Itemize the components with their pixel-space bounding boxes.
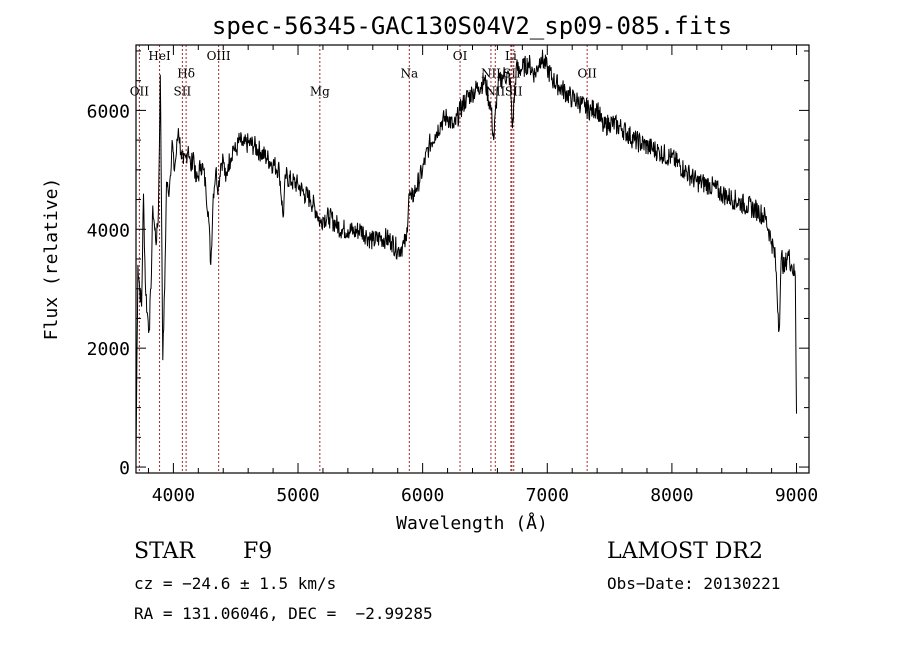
x-axis-ticks: 4000 5000 6000 7000 8000 9000 [147, 45, 818, 506]
line-label-7: OI [453, 49, 468, 63]
line-label-1: HeI [148, 49, 171, 63]
y-axis-label: Flux (relative) [41, 178, 62, 341]
x-tick-label: 8000 [650, 485, 693, 506]
x-tick-label: 4000 [152, 485, 195, 506]
line-label-5: Mg [310, 85, 330, 99]
y-tick-label: 6000 [87, 101, 130, 122]
line-label-0: OII [130, 85, 150, 99]
spectrum-line [135, 49, 797, 456]
x-tick-label: 7000 [526, 485, 569, 506]
chart-title: spec-56345-GAC130S04V2_sp09-085.fits [212, 12, 732, 40]
line-label-13: OII [577, 67, 597, 81]
x-tick-label: 6000 [401, 485, 444, 506]
x-tick-label: 9000 [775, 485, 818, 506]
redshift-text: cz = −24.6 ± 1.5 km/s [134, 574, 337, 593]
coordinates-text: RA = 131.06046, DEC = −2.99285 [134, 604, 433, 623]
x-axis-label: Wavelength (Å) [396, 512, 548, 534]
plot-frame [135, 44, 810, 474]
obs-date-text: Obs−Date: 20130221 [607, 574, 781, 593]
x-tick-label: 5000 [276, 485, 319, 506]
line-label-12: Li [505, 49, 517, 63]
object-class: STAR [134, 539, 195, 564]
line-label-6: Na [400, 67, 418, 81]
line-label-4: OIII [207, 49, 231, 63]
y-axis-ticks: 0 2000 4000 6000 [87, 50, 809, 479]
line-label-3: SII [174, 85, 192, 99]
line-label-11: SII [505, 85, 523, 99]
object-subclass: F9 [243, 539, 273, 564]
line-label-8: NII [481, 67, 501, 81]
survey-name: LAMOST DR2 [607, 539, 763, 564]
spectrum-series [135, 49, 797, 456]
y-tick-label: 4000 [87, 220, 130, 241]
y-tick-label: 2000 [87, 339, 130, 360]
line-label-9: NII [485, 85, 505, 99]
y-tick-label: 0 [119, 458, 130, 479]
line-label-2: Hδ [177, 67, 195, 81]
